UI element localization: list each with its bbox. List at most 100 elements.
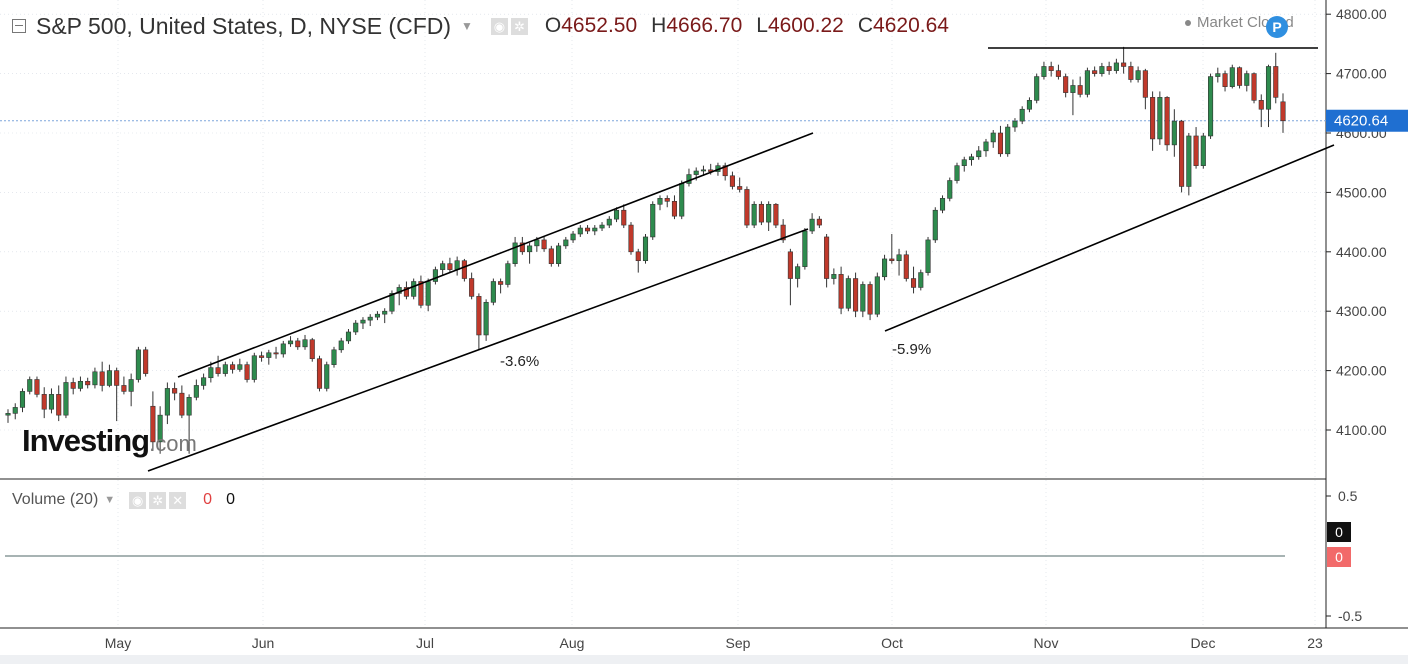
- candle-body: [889, 258, 895, 262]
- close-icon[interactable]: ✕: [169, 491, 187, 509]
- candle-body: [824, 236, 830, 279]
- candle-body: [983, 141, 989, 152]
- chevron-down-icon[interactable]: ▼: [461, 19, 473, 33]
- price-tick-label: 4800.00: [1336, 6, 1387, 22]
- gear-icon[interactable]: ✲: [149, 491, 167, 509]
- candle-body: [208, 367, 214, 379]
- candle-body: [85, 380, 91, 386]
- time-tick-label: 23: [1307, 635, 1323, 651]
- candle-body: [1077, 85, 1083, 95]
- candle-body: [1019, 108, 1025, 122]
- candle-body: [403, 287, 409, 297]
- candle-body: [606, 218, 612, 226]
- status-badge[interactable]: P: [1266, 16, 1288, 38]
- support-line: [884, 144, 1335, 332]
- candle-body: [563, 239, 569, 247]
- candle-body: [135, 349, 141, 380]
- price-tick-label: 4300.00: [1336, 303, 1387, 319]
- candle-body: [997, 132, 1004, 155]
- candle-body: [1012, 120, 1018, 128]
- candle-body: [490, 281, 496, 303]
- candle-body: [1034, 76, 1040, 101]
- ohlc-low: L4600.22: [756, 14, 844, 37]
- candle-body: [157, 414, 163, 443]
- candle-body: [657, 198, 663, 205]
- candle-body: [331, 349, 337, 365]
- eye-icon[interactable]: ◉: [490, 17, 508, 35]
- candle-body: [425, 281, 431, 306]
- candle-body: [664, 198, 670, 202]
- candle-body: [954, 165, 960, 181]
- price-axis[interactable]: 4100.004200.004300.004400.004500.004600.…: [1326, 6, 1408, 438]
- candle-body: [230, 364, 236, 370]
- candle-body: [628, 224, 634, 253]
- candle-body: [592, 227, 598, 232]
- symbol-title[interactable]: S&P 500, United States, D, NYSE (CFD): [36, 12, 452, 39]
- time-axis[interactable]: May Jun Jul Aug Sep Oct Nov Dec 23: [105, 635, 1323, 651]
- price-tick-label: 4400.00: [1336, 244, 1387, 260]
- candle-body: [1084, 70, 1090, 95]
- candle-body: [584, 227, 591, 232]
- candle-body: [266, 352, 272, 358]
- collapse-icon[interactable]: [12, 19, 26, 33]
- candle-body: [925, 239, 931, 273]
- candle-body: [1106, 66, 1112, 71]
- candle-body: [853, 278, 859, 312]
- volume-tick-label: -0.5: [1338, 608, 1362, 624]
- candle-body: [642, 236, 649, 262]
- channel-lower-line: [147, 228, 809, 472]
- candle-body: [1179, 120, 1185, 187]
- candle-body: [903, 254, 909, 279]
- candle-body: [418, 281, 424, 306]
- candle-body: [77, 380, 83, 389]
- candle-body: [461, 260, 467, 279]
- candle-body: [766, 203, 772, 223]
- candle-body: [1048, 66, 1054, 71]
- candle-body: [114, 370, 120, 386]
- candle-body: [172, 388, 178, 394]
- candle-body: [635, 251, 641, 262]
- candle-body: [751, 203, 757, 226]
- candle-body: [780, 224, 786, 241]
- candle-body: [882, 258, 888, 278]
- candle-body: [845, 278, 851, 309]
- candle-body: [599, 224, 605, 229]
- candle-body: [302, 339, 308, 348]
- time-tick-label: Dec: [1191, 635, 1216, 651]
- gear-icon[interactable]: ✲: [510, 17, 528, 35]
- volume-header: Volume (20) ▼ ◉ ✲ ✕ 0 0: [12, 491, 235, 509]
- chevron-down-icon[interactable]: ▼: [104, 494, 116, 506]
- candle-body: [251, 355, 257, 380]
- candle-body: [179, 392, 185, 416]
- volume-badge-red: [1327, 547, 1351, 567]
- candle-body: [287, 340, 294, 345]
- candle-body: [447, 263, 453, 270]
- candle-body: [686, 174, 692, 184]
- candle-body: [273, 352, 279, 355]
- candle-body: [374, 313, 381, 318]
- candle-body: [809, 218, 815, 232]
- candle-body: [737, 186, 743, 190]
- candle-body: [244, 364, 250, 380]
- volume-title[interactable]: Volume (20): [12, 491, 99, 508]
- price-tick-label: 4200.00: [1336, 363, 1387, 379]
- candle-body: [867, 284, 873, 315]
- candle-body: [1236, 67, 1243, 86]
- volume-value-red: 0: [203, 491, 213, 508]
- candle-body: [1113, 62, 1119, 71]
- bottom-scrollbar: [0, 655, 1408, 664]
- candle-body: [679, 183, 685, 217]
- volume-axis[interactable]: -0.5 0.5 0 0: [1326, 488, 1362, 624]
- candle-body: [534, 239, 540, 247]
- candle-body: [577, 227, 583, 235]
- time-tick-label: Jul: [416, 635, 434, 651]
- candle-body: [1222, 73, 1228, 87]
- candle-body: [947, 180, 953, 199]
- candle-body: [367, 316, 373, 321]
- candle-body: [483, 301, 489, 336]
- time-tick-label: Jun: [252, 635, 275, 651]
- eye-icon[interactable]: ◉: [129, 491, 147, 509]
- candle-body: [671, 201, 678, 217]
- volume-badge-black: [1327, 522, 1351, 542]
